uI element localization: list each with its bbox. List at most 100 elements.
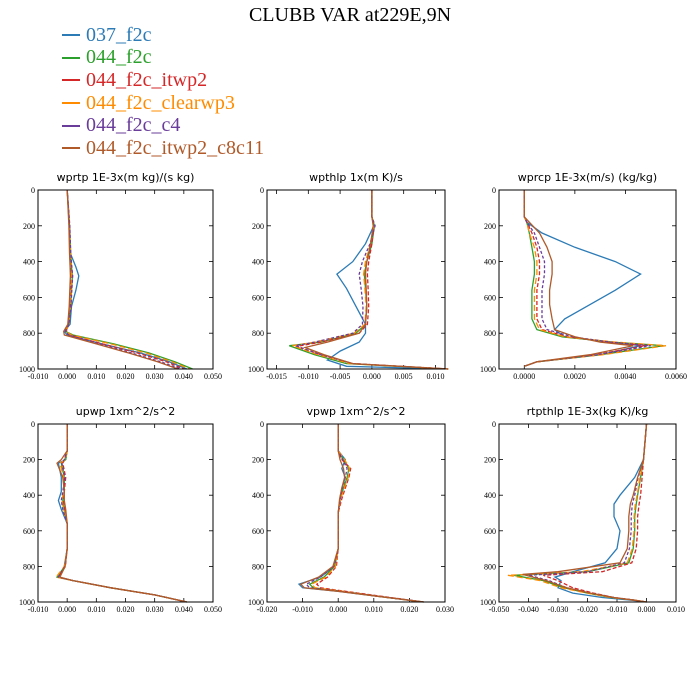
y-tick-label: 1000 — [19, 598, 35, 607]
x-tick-label: 0.0020 — [564, 372, 586, 381]
chart-panel: vpwp 1xm^2/s^2 -0.020 -0.010 0.000 0.010 0.02… — [248, 405, 454, 614]
series-line — [308, 424, 424, 603]
x-tick-label: 0.000 — [363, 372, 381, 381]
y-tick-label: 0 — [31, 186, 35, 195]
y-tick-label: 800 — [23, 329, 35, 338]
figure-title: CLUBB VAR at229E,9N — [248, 4, 452, 26]
y-tick-label: 200 — [484, 456, 496, 465]
y-tick-label: 400 — [23, 258, 35, 267]
chart-panel: wpthlp 1x(m K)/s -0.015 -0.010 -0.005 0.000 0… — [248, 171, 449, 381]
x-tick-label: -0.010 — [298, 372, 319, 381]
plot-frame — [498, 189, 677, 370]
x-tick-label: 0.010 — [667, 605, 685, 614]
series-line — [64, 189, 182, 370]
legend-item: 044_f2c_itwp2 — [62, 69, 264, 92]
series-line — [293, 190, 449, 370]
x-tick-label: -0.015 — [266, 372, 287, 381]
chart-title: rtpthlp 1E-3x(kg K)/kg — [527, 405, 649, 418]
x-tick-label: 0.030 — [146, 372, 164, 381]
series-line — [57, 424, 187, 603]
y-tick-label: 200 — [484, 222, 496, 231]
y-tick-label: 200 — [23, 456, 35, 465]
legend-item: 037_f2c — [62, 24, 264, 47]
y-tick-label: 400 — [484, 491, 496, 500]
series-line — [523, 190, 642, 367]
y-tick-label: 400 — [252, 491, 264, 500]
x-tick-label: 0.010 — [365, 605, 383, 614]
x-tick-label: 0.0000 — [513, 372, 535, 381]
plot-frame — [37, 189, 214, 370]
y-tick-label: 1000 — [19, 365, 35, 374]
series-line — [315, 424, 424, 603]
x-tick-label: 0.000 — [638, 605, 656, 614]
series-line — [310, 424, 424, 603]
legend-item: 044_f2c — [62, 46, 264, 70]
series-line — [54, 424, 187, 603]
series-line — [63, 189, 179, 370]
plot-frame — [498, 423, 677, 603]
y-tick-label: 600 — [252, 293, 264, 302]
y-tick-label: 600 — [252, 527, 264, 536]
legend-label: 037_f2c — [86, 23, 152, 46]
legend-item: 044_f2c_c4 — [62, 114, 264, 137]
y-tick-label: 1000 — [248, 365, 264, 374]
y-tick-label: 400 — [23, 491, 35, 500]
x-tick-label: 0.020 — [400, 605, 418, 614]
x-tick-label: -0.020 — [577, 605, 598, 614]
x-tick-label: -0.030 — [548, 605, 569, 614]
y-tick-label: 1000 — [480, 365, 496, 374]
legend-swatch — [62, 124, 80, 127]
y-tick-label: 400 — [484, 258, 496, 267]
chart-panel: wprtp 1E-3x(m kg)/(s kg) -0.010 0.000 0.010… — [19, 171, 222, 381]
x-tick-label: -0.010 — [28, 372, 49, 381]
y-tick-label: 600 — [23, 293, 35, 302]
legend-swatch — [62, 147, 80, 150]
legend: 037_f2c 044_f2c 044_f2c_itwp2 044_f2c_cl… — [62, 24, 264, 160]
series-line — [553, 423, 648, 603]
chart-panel: rtpthlp 1E-3x(kg K)/kg -0.050 -0.040 -0.030… — [480, 405, 685, 614]
chart-title: vpwp 1xm^2/s^2 — [306, 405, 405, 418]
x-tick-label: 0.040 — [175, 605, 193, 614]
x-tick-label: -0.010 — [28, 605, 49, 614]
x-tick-label: -0.005 — [330, 372, 351, 381]
y-tick-label: 800 — [252, 329, 264, 338]
series-line — [65, 189, 190, 370]
y-tick-label: 200 — [252, 222, 264, 231]
y-tick-label: 600 — [23, 527, 35, 536]
series-line — [522, 423, 648, 603]
chart-panel: upwp 1xm^2/s^2 -0.010 0.000 0.010 0.020 0.030… — [19, 405, 222, 614]
series-line — [292, 190, 449, 370]
y-tick-label: 800 — [484, 329, 496, 338]
plot-frame — [37, 423, 214, 603]
legend-label: 044_f2c_clearwp3 — [86, 91, 235, 114]
series-line — [56, 424, 187, 603]
chart-title: upwp 1xm^2/s^2 — [76, 405, 176, 418]
y-tick-label: 0 — [260, 186, 264, 195]
x-tick-label: 0.010 — [87, 605, 105, 614]
x-tick-label: 0.050 — [204, 605, 222, 614]
x-tick-label: 0.050 — [204, 372, 222, 381]
legend-label: 044_f2c_itwp2_c8c11 — [86, 136, 265, 159]
y-tick-label: 800 — [252, 562, 264, 571]
y-tick-label: 200 — [252, 456, 264, 465]
chart-title: wprtp 1E-3x(m kg)/(s kg) — [57, 171, 195, 184]
y-tick-label: 600 — [484, 293, 496, 302]
y-tick-label: 400 — [252, 258, 264, 267]
series-line — [63, 189, 188, 370]
x-tick-label: 0.000 — [329, 605, 347, 614]
series-line — [523, 190, 666, 367]
series-line — [57, 424, 187, 603]
y-tick-label: 0 — [31, 420, 35, 429]
x-tick-label: -0.010 — [292, 605, 313, 614]
legend-swatch — [62, 56, 80, 59]
x-tick-label: 0.010 — [87, 372, 105, 381]
y-tick-label: 0 — [492, 420, 496, 429]
x-tick-label: 0.020 — [117, 372, 135, 381]
y-tick-label: 200 — [23, 222, 35, 231]
x-tick-label: -0.050 — [489, 605, 510, 614]
legend-item: 044_f2c_itwp2_c8c11 — [62, 137, 264, 160]
series-line — [65, 189, 185, 370]
legend-item: 044_f2c_clearwp3 — [62, 92, 264, 115]
x-tick-label: 0.030 — [436, 605, 454, 614]
